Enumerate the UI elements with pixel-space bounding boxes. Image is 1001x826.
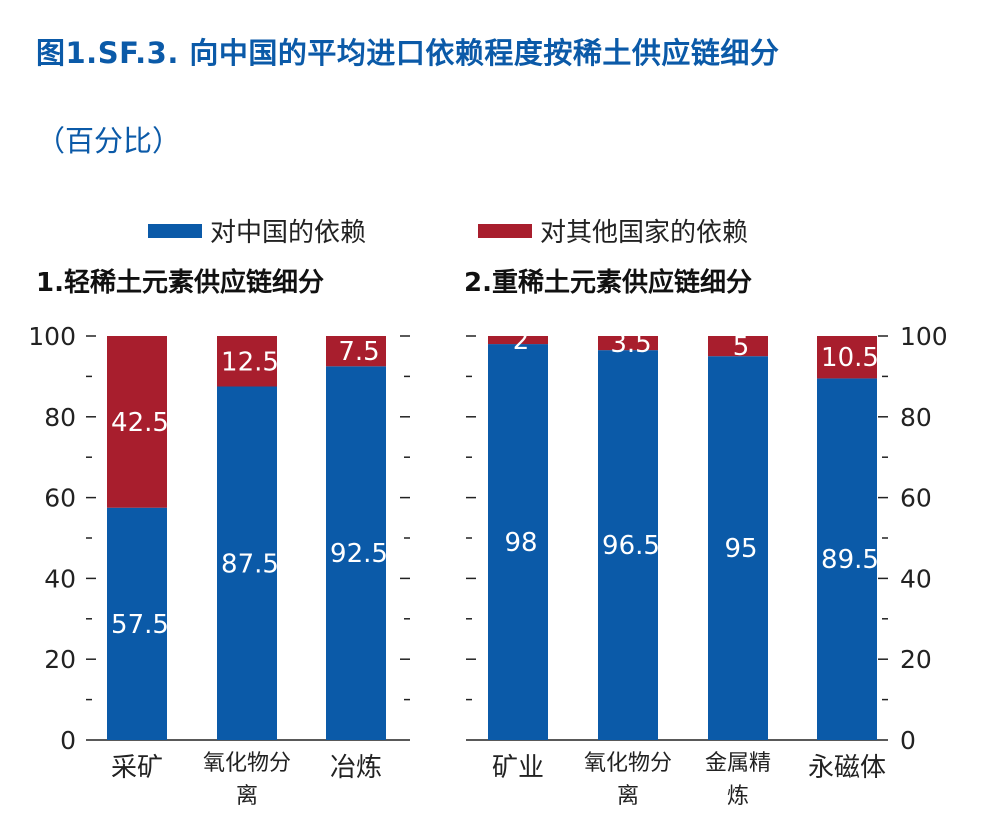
y-tick-label: 40 [900,564,932,593]
legend-swatch-other [478,223,532,238]
data-label: 5 [733,332,750,362]
data-label: 89.5 [821,545,879,575]
bar-segment-china [107,507,167,740]
chart-title: 图1.SF.3. 向中国的平均进口依赖程度按稀土供应链细分 [36,36,780,70]
legend-label-china: 对中国的依赖 [210,218,367,248]
panel-title-light: 1.轻稀土元素供应链细分 [36,268,324,298]
legend-label-other: 对其他国家的依赖 [540,218,749,248]
category-label: 冶炼 [330,753,382,783]
category-label-cont: 离 [236,784,258,809]
category-label: 永磁体 [808,753,886,783]
y-tick-label: 80 [44,403,76,432]
bar-segment-other [107,336,167,508]
data-label: 7.5 [338,337,379,367]
bar-segment-china [708,356,768,740]
bar-segment-china [488,344,548,740]
category-label: 矿业 [492,753,544,783]
category-label: 金属精 [705,751,771,776]
category-label: 氧化物分 [203,751,291,776]
y-tick-label: 60 [44,484,76,513]
y-tick-label: 20 [900,645,932,674]
data-label: 12.5 [221,347,279,377]
data-label: 3.5 [610,329,651,359]
y-tick-label: 100 [28,322,76,351]
y-tick-label: 60 [900,484,932,513]
y-tick-label: 100 [900,322,948,351]
bar-segment-china [598,350,658,740]
data-label: 95 [724,534,757,564]
category-label: 氧化物分 [584,751,672,776]
data-label: 57.5 [111,610,169,640]
category-label: 采矿 [111,753,163,783]
y-tick-label: 0 [60,726,76,755]
legend-item-china: 对中国的依赖 [148,212,366,249]
legend-swatch-china [148,223,202,238]
bar-segment-other [708,336,768,357]
y-tick-label: 80 [900,403,932,432]
category-label-cont: 炼 [727,784,749,809]
bar-segment-china [217,386,277,740]
y-tick-label: 20 [44,645,76,674]
data-label: 2 [513,326,530,356]
bar-segment-china [326,366,386,740]
y-tick-label: 0 [900,726,916,755]
chart-subtitle: （百分比） [36,124,182,158]
bar-segment-other [217,336,277,387]
data-label: 42.5 [111,408,169,438]
bar-segment-other [488,336,548,345]
bar-segment-other [817,336,877,379]
data-label: 87.5 [221,549,279,579]
bar-segment-other [598,336,658,351]
data-label: 98 [504,528,537,558]
legend-item-other: 对其他国家的依赖 [478,212,748,249]
data-label: 10.5 [821,343,879,373]
data-label: 92.5 [330,539,388,569]
bar-segment-china [817,378,877,740]
data-label: 96.5 [602,531,660,561]
category-label-cont: 离 [617,784,639,809]
panel-title-heavy: 2.重稀土元素供应链细分 [464,268,752,298]
y-tick-label: 40 [44,564,76,593]
bar-segment-other [326,336,386,367]
